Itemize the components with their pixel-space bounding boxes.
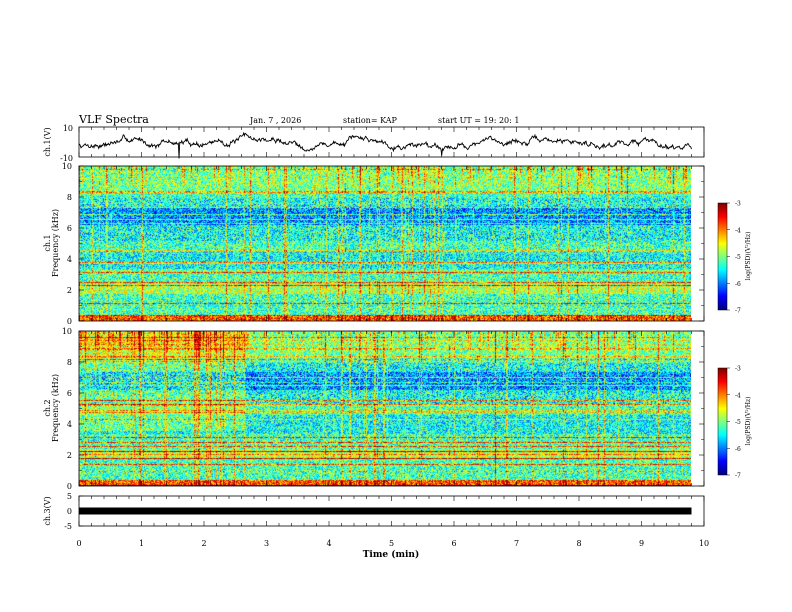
ch3-tick-label: 5: [67, 492, 72, 501]
x-tick-label: 10: [699, 539, 709, 548]
freq-tick-label: 4: [67, 420, 72, 429]
ch1-spec-ylabel-freq: Frequency (kHz): [51, 209, 60, 277]
ch3-amp-ylabel: ch.3(V): [43, 496, 52, 525]
freq-tick-label: 2: [67, 451, 72, 460]
figure-title: VLF Spectra: [78, 113, 149, 126]
ch1-spec-yticks: 10 8 6 4 2 0: [62, 162, 704, 326]
x-tick-label: 1: [139, 539, 144, 548]
colorbar-tick-label: -5: [735, 254, 741, 261]
ch1-colorbar-gradient: [718, 203, 727, 310]
ch3-amp-yticks: 5 0 -5: [64, 492, 83, 531]
ch2-spectrogram-panel: ch.2 Frequency (kHz) 10 8 6 4 2 0: [43, 327, 705, 491]
ch3-tick-label: -5: [64, 522, 72, 531]
freq-tick-label: 6: [67, 389, 72, 398]
x-tick-label: 8: [576, 539, 581, 548]
ch1-spectrogram-heatmap: [79, 166, 691, 321]
x-tick-label: 5: [389, 539, 394, 548]
ch2-spec-ylabel-ch: ch.2: [43, 399, 52, 416]
colorbar-tick-label: -6: [735, 446, 741, 453]
ch1-spec-ylabel-ch: ch.1: [43, 234, 52, 251]
x-tick-labels: 0 1 2 3 4 5 6 7 8 9 10: [76, 539, 709, 548]
header-station: station= KAP: [343, 116, 398, 125]
ch3-tick-label: 0: [67, 507, 72, 516]
freq-tick-label: 0: [67, 482, 72, 491]
x-tick-label: 9: [639, 539, 644, 548]
freq-tick-label: 8: [67, 358, 72, 367]
colorbar-tick-label: -7: [735, 473, 741, 480]
ch2-spectrogram-heatmap: [79, 331, 691, 486]
x-tick-label: 0: [76, 539, 81, 548]
ch2-colorbar-gradient: [718, 368, 727, 475]
x-tick-label: 7: [514, 539, 519, 548]
ch3-amplitude-trace: [79, 507, 692, 515]
ch1-amplitude-panel: 10 -10 ch.1(V): [43, 124, 705, 163]
x-axis-label: Time (min): [363, 549, 420, 560]
ch1-amplitude-trace: [78, 131, 692, 159]
colorbar-tick-label: -4: [735, 392, 741, 399]
freq-tick-label: 0: [67, 317, 72, 326]
header-start-ut: start UT = 19: 20: 1: [438, 116, 519, 125]
ch1-amp-ylabel: ch.1(V): [43, 127, 52, 156]
ch1-amp-tick-bottom: -10: [60, 154, 73, 163]
freq-tick-label: 6: [67, 224, 72, 233]
colorbar-tick-label: -6: [735, 281, 741, 288]
colorbar-tick-label: -7: [735, 308, 741, 315]
freq-tick-label: 2: [67, 286, 72, 295]
ch1-amp-tick-top: 10: [63, 124, 73, 133]
ch1-spectrogram-panel: ch.1 Frequency (kHz) 10 8 6 4 2 0: [43, 162, 705, 326]
ch1-colorbar: -3 -4 -5 -6 -7 log(PSD)(V²/Hz): [717, 201, 752, 315]
ch1-colorbar-label: log(PSD)(V²/Hz): [745, 232, 752, 281]
freq-tick-label: 10: [62, 162, 72, 171]
ch2-spec-yticks: 10 8 6 4 2 0: [62, 327, 704, 491]
header-date: Jan. 7 , 2026: [249, 116, 301, 125]
freq-tick-label: 10: [62, 327, 72, 336]
ch3-amplitude-panel: 5 0 -5 ch.3(V): [43, 492, 705, 531]
x-tick-label: 3: [264, 539, 269, 548]
x-tick-label: 2: [201, 539, 206, 548]
ch1-colorbar-ticks: -3 -4 -5 -6 -7: [727, 201, 741, 315]
freq-tick-label: 4: [67, 255, 72, 264]
ch2-colorbar-ticks: -3 -4 -5 -6 -7: [727, 366, 741, 480]
x-tick-label: 6: [451, 539, 456, 548]
x-tick-label: 4: [326, 539, 331, 548]
ch2-colorbar-label: log(PSD)(V²/Hz): [745, 397, 752, 446]
freq-tick-label: 8: [67, 193, 72, 202]
colorbar-tick-label: -3: [735, 366, 741, 373]
ch2-colorbar: -3 -4 -5 -6 -7 log(PSD)(V²/Hz): [717, 366, 752, 480]
colorbar-tick-label: -4: [735, 227, 741, 234]
colorbar-tick-label: -3: [735, 201, 741, 208]
colorbar-tick-label: -5: [735, 419, 741, 426]
time-ticks: [78, 127, 705, 526]
ch2-spec-ylabel-freq: Frequency (kHz): [51, 374, 60, 442]
